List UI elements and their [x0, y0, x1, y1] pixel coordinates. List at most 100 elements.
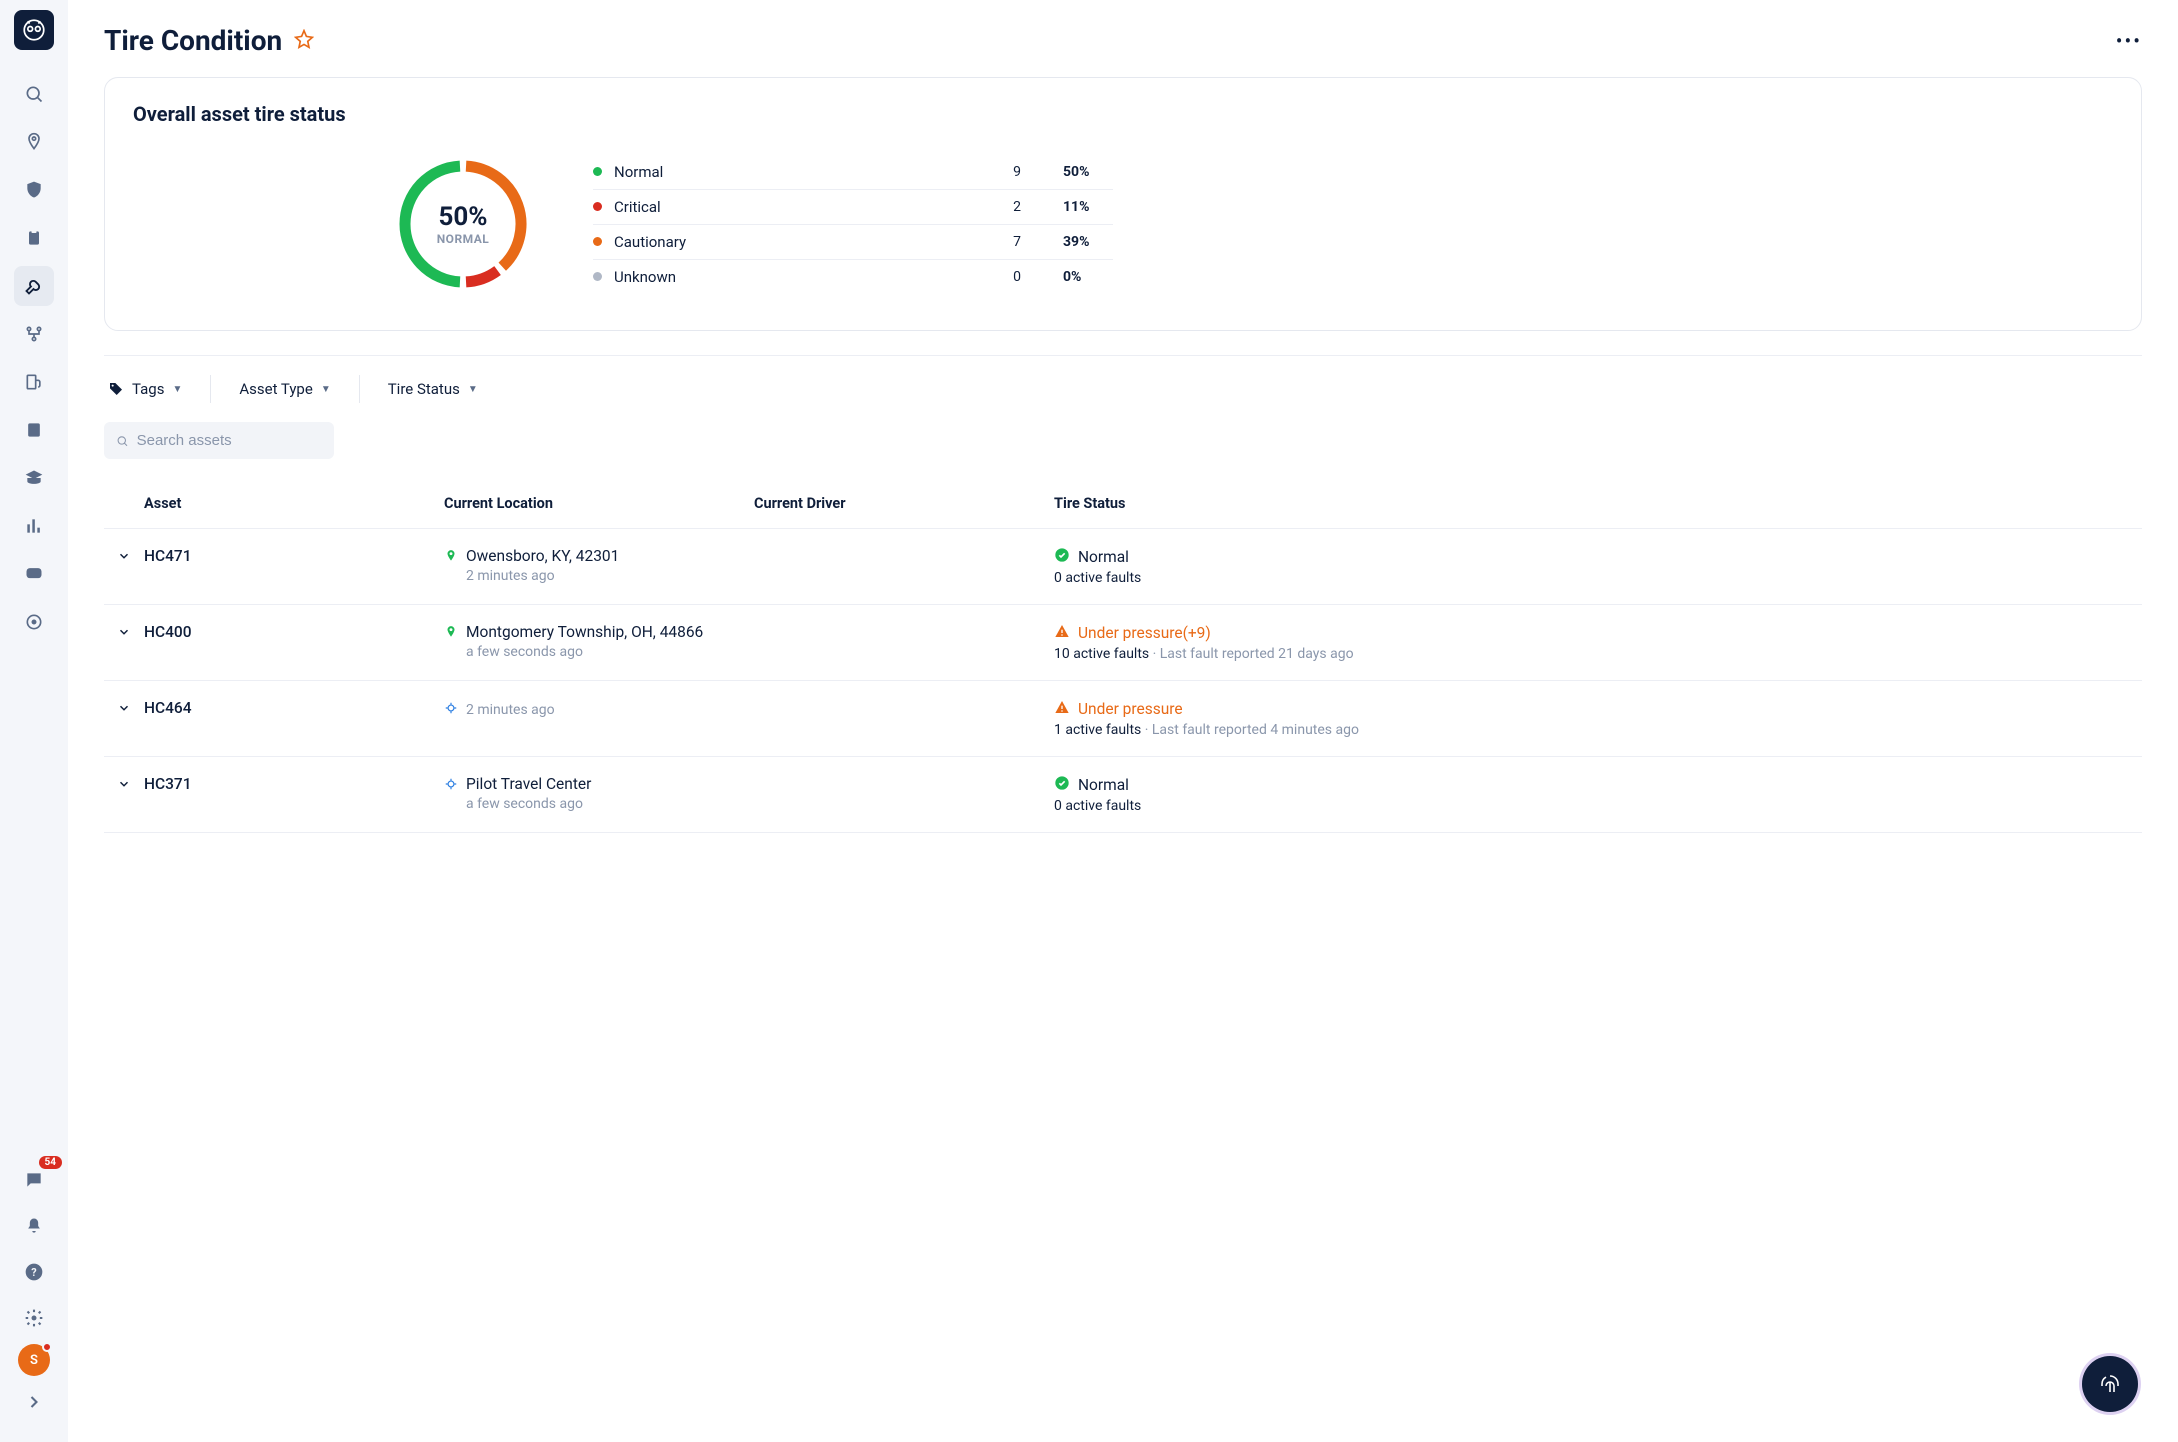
filter-asset-type[interactable]: Asset Type ▼: [235, 374, 334, 404]
status-faults: 1 active faults: [1054, 722, 1141, 738]
page-title: Tire Condition: [104, 24, 282, 57]
assets-table: Asset Current Location Current Driver Ti…: [104, 479, 2142, 833]
col-status[interactable]: Tire Status: [1054, 495, 2142, 512]
search-nav-icon[interactable]: [14, 74, 54, 114]
asset-name: HC471: [144, 547, 444, 565]
caret-down-icon: ▼: [468, 384, 478, 395]
help-icon[interactable]: ?: [14, 1252, 54, 1292]
chat-badge: 54: [39, 1156, 62, 1169]
avatar-status-dot: [42, 1342, 52, 1352]
status-icon: [1054, 623, 1070, 643]
status-lastfault: · Last fault reported 4 minutes ago: [1141, 722, 1359, 738]
legend-pct: 39%: [1033, 234, 1113, 250]
status-label: Under pressure(+9): [1078, 624, 1211, 642]
legend-count: 7: [961, 234, 1021, 250]
col-driver[interactable]: Current Driver: [754, 495, 1054, 512]
filter-divider: [210, 375, 211, 403]
status-cell: Under pressure 1 active faults · Last fa…: [1054, 699, 2142, 738]
status-cell: Normal 0 active faults: [1054, 547, 2142, 586]
location-text: Owensboro, KY, 42301: [466, 547, 619, 565]
expand-sidebar-icon[interactable]: [14, 1382, 54, 1422]
asset-name: HC400: [144, 623, 444, 641]
settings-icon[interactable]: [14, 1298, 54, 1338]
reports-nav-icon[interactable]: [14, 506, 54, 546]
location-time: a few seconds ago: [466, 796, 591, 812]
more-menu-icon[interactable]: •••: [2116, 29, 2142, 53]
legend-row[interactable]: Unknown 0 0%: [593, 260, 1113, 294]
location-time: 2 minutes ago: [466, 702, 555, 718]
filter-tire-status-label: Tire Status: [388, 380, 460, 398]
shield-nav-icon[interactable]: [14, 170, 54, 210]
wrench-nav-icon[interactable]: [14, 266, 54, 306]
message-nav-icon[interactable]: [14, 554, 54, 594]
overview-legend: Normal 9 50% Critical 2 11% Cautionary 7…: [593, 155, 1113, 294]
status-icon: [1054, 775, 1070, 795]
legend-dot: [593, 202, 602, 211]
legend-dot: [593, 272, 602, 281]
legend-row[interactable]: Normal 9 50%: [593, 155, 1113, 190]
main-content: Tire Condition ••• Overall asset tire st…: [68, 0, 2178, 1442]
map-nav-icon[interactable]: [14, 122, 54, 162]
legend-label: Unknown: [614, 268, 949, 286]
caret-down-icon: ▼: [321, 384, 331, 395]
document-nav-icon[interactable]: [14, 410, 54, 450]
legend-pct: 50%: [1033, 164, 1113, 180]
caret-down-icon: ▼: [172, 384, 182, 395]
table-row[interactable]: HC464 2 minutes ago Under pressure 1 act…: [104, 681, 2142, 757]
legend-row[interactable]: Cautionary 7 39%: [593, 225, 1113, 260]
filters-row: Tags ▼ Asset Type ▼ Tire Status ▼: [104, 355, 2142, 422]
avatar-initial: S: [30, 1353, 38, 1368]
chat-icon[interactable]: 54: [14, 1160, 54, 1200]
bell-icon[interactable]: [14, 1206, 54, 1246]
col-asset[interactable]: Asset: [144, 495, 444, 512]
fuel-nav-icon[interactable]: [14, 362, 54, 402]
sidebar: 54 ? S: [0, 0, 68, 1442]
route-nav-icon[interactable]: [14, 314, 54, 354]
clipboard-nav-icon[interactable]: [14, 218, 54, 258]
table-row[interactable]: HC371 Pilot Travel Center a few seconds …: [104, 757, 2142, 833]
status-lastfault: · Last fault reported 21 days ago: [1149, 646, 1353, 662]
search-box[interactable]: [104, 422, 334, 459]
donut-chart: 50% NORMAL: [393, 154, 533, 294]
filter-tire-status[interactable]: Tire Status ▼: [384, 374, 482, 404]
search-input[interactable]: [137, 432, 322, 449]
legend-dot: [593, 167, 602, 176]
col-location[interactable]: Current Location: [444, 495, 754, 512]
legend-pct: 0%: [1033, 269, 1113, 285]
location-pin-icon: [444, 547, 458, 567]
expand-row-icon[interactable]: [104, 775, 144, 791]
status-faults: 0 active faults: [1054, 570, 1141, 586]
expand-row-icon[interactable]: [104, 547, 144, 563]
status-icon: [1054, 547, 1070, 567]
legend-count: 2: [961, 199, 1021, 215]
target-nav-icon[interactable]: [14, 602, 54, 642]
status-cell: Normal 0 active faults: [1054, 775, 2142, 814]
status-faults: 10 active faults: [1054, 646, 1149, 662]
app-logo[interactable]: [14, 10, 54, 50]
location-pin-icon: [444, 699, 458, 719]
expand-row-icon[interactable]: [104, 623, 144, 639]
filter-tags[interactable]: Tags ▼: [104, 374, 186, 404]
overview-card-title: Overall asset tire status: [133, 102, 2113, 126]
table-row[interactable]: HC471 Owensboro, KY, 42301 2 minutes ago…: [104, 529, 2142, 605]
location-cell: Owensboro, KY, 42301 2 minutes ago: [444, 547, 754, 584]
location-time: 2 minutes ago: [466, 568, 619, 584]
avatar[interactable]: S: [18, 1344, 50, 1376]
fingerprint-fab[interactable]: [2082, 1356, 2138, 1412]
table-header: Asset Current Location Current Driver Ti…: [104, 479, 2142, 529]
svg-text:?: ?: [31, 1266, 36, 1279]
table-row[interactable]: HC400 Montgomery Township, OH, 44866 a f…: [104, 605, 2142, 681]
legend-row[interactable]: Critical 2 11%: [593, 190, 1113, 225]
status-faults: 0 active faults: [1054, 798, 1141, 814]
expand-row-icon[interactable]: [104, 699, 144, 715]
education-nav-icon[interactable]: [14, 458, 54, 498]
search-icon: [116, 434, 129, 448]
page-header: Tire Condition •••: [104, 24, 2142, 57]
location-pin-icon: [444, 775, 458, 795]
legend-label: Normal: [614, 163, 949, 181]
favorite-star-icon[interactable]: [294, 29, 314, 53]
legend-count: 9: [961, 164, 1021, 180]
legend-pct: 11%: [1033, 199, 1113, 215]
legend-dot: [593, 237, 602, 246]
filter-divider: [359, 375, 360, 403]
